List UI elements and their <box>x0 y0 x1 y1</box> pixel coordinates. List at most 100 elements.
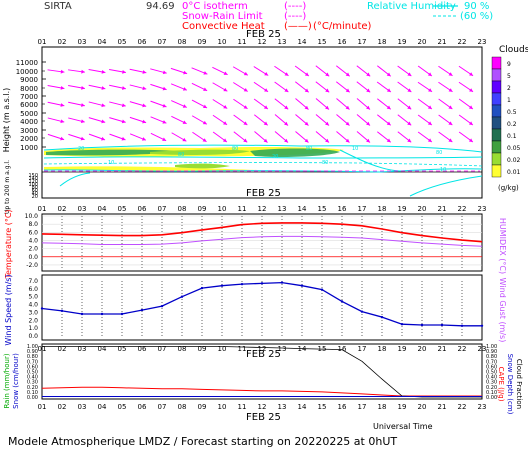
wind-arrow <box>109 101 126 108</box>
rh-contour-low <box>43 168 483 173</box>
wind-arrow <box>109 84 126 90</box>
hour-label: 14 <box>298 38 307 46</box>
rain-ytick: 0.90 <box>27 349 38 355</box>
wind-arrow <box>170 67 188 75</box>
wind-arrow-head <box>243 71 248 76</box>
upper-ytick-low: 120 <box>28 179 38 185</box>
wind-arrow-head <box>325 138 330 143</box>
wind-arrow-head <box>223 121 228 125</box>
wind-arrow <box>315 114 330 126</box>
wind-point <box>400 323 404 326</box>
wind-arrow-head <box>80 119 85 124</box>
wind-arrow <box>254 131 268 143</box>
wind-arrow <box>336 131 350 143</box>
wind-arrow-head <box>366 138 371 143</box>
wind-arrow <box>417 65 433 77</box>
cloud-band-dark-right <box>250 148 340 157</box>
wind-arrow-head <box>263 105 268 109</box>
wind-arrow <box>356 81 371 93</box>
wind-arrow <box>129 68 147 74</box>
wind-arrow-head <box>142 86 147 91</box>
wind-arrow <box>191 82 208 92</box>
wind-arrow-head <box>162 70 167 75</box>
wind-arrow-head <box>386 105 391 110</box>
wind-arrow <box>458 81 474 93</box>
contour-label: 80 <box>322 160 328 166</box>
wind-arrow <box>171 132 187 142</box>
wind-arrow <box>47 101 65 107</box>
clouds-title: Clouds <box>499 45 528 55</box>
rain-ytick: 0.60 <box>27 364 38 370</box>
upper-ytick-low: 20 <box>32 194 38 200</box>
cloud-band-mid <box>150 149 250 155</box>
wind-arrow <box>274 98 289 110</box>
wind-point <box>100 312 104 316</box>
wind-arrow-head <box>428 88 433 92</box>
wind-point <box>220 284 224 287</box>
wind-arrow-head <box>243 88 248 92</box>
wind-arrow-head <box>60 119 65 124</box>
wind-arrow-head <box>182 104 187 108</box>
rain-ytick-right: 0.80 <box>486 354 497 360</box>
colorbar-label: 0.02 <box>507 157 521 164</box>
wind-arrow <box>417 114 433 126</box>
wind-arrow-head <box>203 71 208 75</box>
wind-arrow-head <box>345 138 350 143</box>
wind-arrow <box>376 131 392 143</box>
hour-label: 02 <box>58 205 67 213</box>
rh-60: (60 %) <box>460 11 493 22</box>
upper-yticks: 11000 9000 7000 5000 3000 1000 10000 8000 6000 40… <box>16 59 46 200</box>
hour-label: 05 <box>118 205 127 213</box>
hour-label: 12 <box>258 345 267 353</box>
legend-0c-line: (----) <box>284 1 306 12</box>
wind-ylabel: Wind Speed (m/s) <box>4 274 13 345</box>
hour-label: 17 <box>358 345 367 353</box>
temp-ytick: 0.0 <box>28 254 38 261</box>
rain-ytick-right: 0.90 <box>486 349 497 355</box>
hour-label: 20 <box>418 205 427 213</box>
hour-label: 08 <box>178 403 187 411</box>
hour-label: 15 <box>318 38 327 46</box>
wind-point <box>440 323 444 327</box>
wind-arrow-head <box>407 121 412 126</box>
rain-yticks: 1.00 1.000.90 0.900.80 0.800.70 0.700.60 0.60… <box>27 344 497 401</box>
contour-label: 10 <box>440 167 446 173</box>
wind-point <box>340 300 344 303</box>
hour-label: 03 <box>78 38 87 46</box>
temp-ytick: 6.0 <box>28 229 38 236</box>
upper-ytick: 8000 <box>20 85 38 93</box>
rain-ytick-right: 0.30 <box>486 380 497 386</box>
rain-ytick: 0.00 <box>27 395 38 401</box>
hour-labels-top: 01 02 03 04 05 06 07 08 09 10 11 12 13 14 15 16 17 18 19 20… <box>38 38 487 46</box>
hour-label: 06 <box>138 38 147 46</box>
colorbar-cell <box>491 152 502 166</box>
wind-point <box>320 288 324 291</box>
rain-ylabel-right3: Cloud Fraction <box>515 359 523 409</box>
wind-arrow <box>233 131 248 143</box>
wind-point <box>460 324 464 327</box>
hour-label: 11 <box>238 403 247 411</box>
wind-arrow-head <box>101 86 106 90</box>
legend-snow-line: (----) <box>284 11 306 22</box>
legend-0c: 0°C isotherm <box>182 1 248 12</box>
upper-ytick: 7000 <box>20 93 38 101</box>
hour-label: 09 <box>198 403 207 411</box>
hour-label: 07 <box>158 403 167 411</box>
wind-arrow-head <box>469 88 474 92</box>
wind-arrow-head <box>427 121 432 125</box>
wind-arrow-head <box>101 136 105 141</box>
wind-arrow <box>315 65 330 77</box>
wind-arrow <box>458 65 474 77</box>
wind-arrow-head <box>407 138 412 143</box>
wind-arrow-head <box>121 86 126 90</box>
wind-arrow-head <box>141 137 146 141</box>
wind-arrow-head <box>101 69 106 74</box>
upper-ytick-low: 150 <box>28 173 38 179</box>
temp-ytick: 8.0 <box>28 221 38 228</box>
bottom-date: FEB 25 <box>246 412 281 423</box>
wind-arrow <box>109 133 126 141</box>
legend-snow: Snow-Rain Limit <box>182 11 263 22</box>
hour-label: 18 <box>378 403 387 411</box>
hour-label: 14 <box>298 403 307 411</box>
wind-arrow <box>47 69 65 74</box>
